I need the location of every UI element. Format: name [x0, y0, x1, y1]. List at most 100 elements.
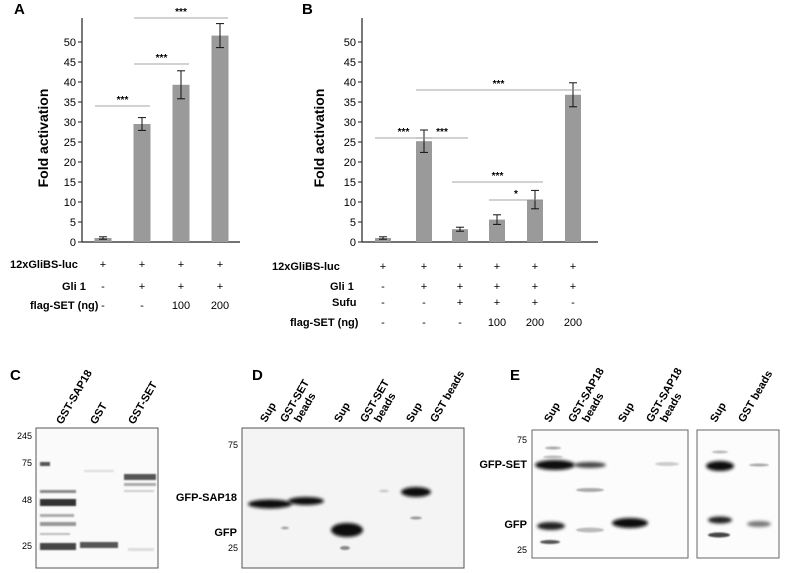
condition-value: +: [139, 259, 145, 271]
condition-value: +: [457, 297, 463, 309]
y-tick-label: 35: [64, 97, 76, 109]
mw-marker: 25: [517, 545, 527, 555]
condition-value: -: [571, 297, 575, 309]
mw-marker: 48: [22, 495, 32, 505]
condition-value: +: [421, 281, 427, 293]
lane-label: Sup: [542, 400, 563, 424]
y-tick-label: 40: [64, 77, 76, 89]
y-tick-label: 15: [344, 177, 356, 189]
blot-bands-c: [40, 462, 156, 551]
blot-panel-e: Sup GST-SAP18 beads Sup GST-SAP18 beads …: [479, 366, 780, 559]
condition-value: -: [422, 297, 426, 309]
significance-label: ***: [492, 171, 504, 182]
condition-value: +: [217, 259, 223, 271]
condition-label: Sufu: [332, 297, 356, 309]
bar: [172, 84, 190, 242]
bar: [94, 238, 112, 242]
condition-value: 200: [211, 300, 229, 312]
lane-label: Sup: [332, 400, 353, 424]
mw-marker: 75: [517, 435, 527, 445]
bar: [452, 229, 468, 242]
condition-value: 100: [488, 317, 506, 329]
condition-value: 200: [564, 317, 582, 329]
condition-label: flag-SET (ng): [30, 300, 99, 312]
lane-label: GST: [88, 401, 110, 427]
condition-value: +: [100, 259, 106, 271]
band-label: GFP-SET: [479, 459, 527, 471]
mw-marker: 75: [22, 458, 32, 468]
condition-value: -: [101, 300, 105, 312]
condition-value: +: [532, 261, 538, 273]
y-tick-label: 0: [70, 237, 76, 249]
y-axis-title-a: Fold activation: [35, 89, 51, 188]
lane-label: Sup: [616, 400, 637, 424]
panel-label-d: D: [252, 367, 263, 384]
bar: [133, 124, 151, 242]
blot-panel-d: Sup GST-SET beads Sup GST-SET beads Sup …: [176, 369, 467, 569]
condition-label: flag-SET (ng): [290, 317, 359, 329]
y-tick-label: 0: [350, 237, 356, 249]
condition-value: +: [178, 281, 184, 293]
condition-value: -: [381, 317, 385, 329]
bar-chart-a: Fold activation 0 5 10 15 20 25 30 35 40 45 50 *** *…: [10, 7, 240, 312]
significance-label: ***: [398, 127, 410, 138]
blot-panel-c: GST-SAP18 GST GST-SET 245 75 48 25: [17, 368, 160, 569]
conditions-table-a: 12xGliBS-luc Gli 1 flag-SET (ng) + + + +…: [10, 259, 229, 312]
y-tick-label: 35: [344, 97, 356, 109]
y-tick-label: 30: [64, 117, 76, 129]
significance-label: ***: [175, 7, 187, 18]
condition-value: +: [570, 281, 576, 293]
condition-value: +: [217, 281, 223, 293]
condition-value: 200: [526, 317, 544, 329]
y-tick-label: 40: [344, 77, 356, 89]
blot-membrane-e2: [696, 429, 780, 559]
condition-value: +: [380, 261, 386, 273]
y-tick-label: 50: [344, 37, 356, 49]
y-tick-label: 30: [344, 117, 356, 129]
panel-label-c: C: [10, 367, 21, 384]
significance-label: ***: [436, 127, 448, 138]
y-tick-label: 20: [64, 157, 76, 169]
condition-value: +: [139, 281, 145, 293]
panel-label-b: B: [302, 1, 313, 18]
condition-value: -: [101, 281, 105, 293]
y-tick-label: 5: [70, 217, 76, 229]
condition-value: +: [457, 281, 463, 293]
band-label: GFP: [214, 527, 237, 539]
y-tick-label: 45: [344, 57, 356, 69]
lane-label: GST beads: [428, 369, 467, 425]
lane-label: GST beads: [736, 369, 775, 425]
y-tick-label: 20: [344, 157, 356, 169]
significance-label: ***: [117, 95, 129, 106]
blot-membrane-d: [241, 427, 465, 569]
significance-label: ***: [493, 79, 505, 90]
condition-label: Gli 1: [62, 281, 86, 293]
blot-bands-e: [535, 446, 771, 544]
condition-label: Gli 1: [330, 281, 354, 293]
lane-label: Sup: [404, 400, 425, 424]
condition-value: +: [457, 261, 463, 273]
significance-label: *: [514, 189, 518, 200]
condition-value: +: [494, 261, 500, 273]
condition-label: 12xGliBS-luc: [10, 259, 78, 271]
mw-marker: 245: [17, 431, 32, 441]
condition-value: +: [532, 297, 538, 309]
panel-label-a: A: [14, 1, 25, 18]
condition-value: +: [494, 281, 500, 293]
bar: [416, 141, 432, 242]
lane-label: Sup: [708, 400, 729, 424]
bar: [211, 35, 229, 242]
condition-value: -: [458, 317, 462, 329]
mw-marker: 25: [228, 543, 238, 553]
band-label: GFP: [504, 519, 527, 531]
condition-value: +: [421, 261, 427, 273]
panel-label-e: E: [510, 367, 520, 384]
y-tick-label: 10: [344, 197, 356, 209]
condition-value: +: [178, 259, 184, 271]
y-tick-label: 5: [350, 217, 356, 229]
y-tick-label: 15: [64, 177, 76, 189]
mw-marker: 25: [22, 541, 32, 551]
mw-marker: 75: [228, 440, 238, 450]
conditions-table-b: 12xGliBS-luc Gli 1 Sufu flag-SET (ng) + …: [272, 261, 582, 329]
